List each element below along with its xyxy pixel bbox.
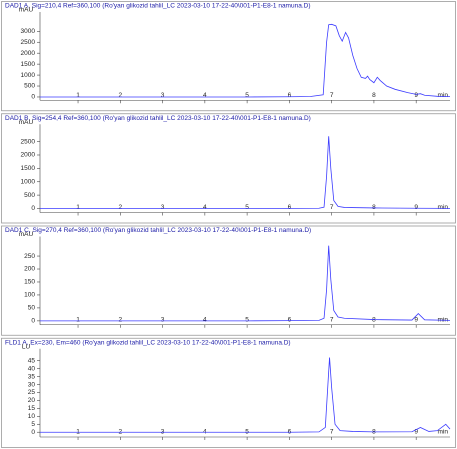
y-tick-label: 45: [28, 357, 36, 364]
y-axis-label: mAU: [19, 231, 34, 238]
x-tick-label: 7: [330, 92, 334, 99]
trace: [40, 23, 451, 98]
x-tick-label: 5: [245, 204, 249, 211]
x-tick-label: 7: [330, 316, 334, 323]
x-tick-label: 1: [76, 204, 80, 211]
y-tick-label: 0: [31, 429, 35, 436]
y-tick-label: 50: [28, 305, 36, 312]
y-tick-label: 2500: [21, 138, 36, 145]
x-tick-label: 9: [414, 204, 418, 211]
y-tick-label: 15: [28, 405, 36, 412]
panel-title: DAD1 B, Sig=254,4 Ref=360,100 (Ro'yan gl…: [5, 115, 311, 122]
trace: [40, 245, 451, 322]
y-tick-label: 500: [24, 83, 35, 90]
x-tick-label: 3: [161, 316, 165, 323]
x-tick-label: 4: [203, 316, 207, 323]
trace: [40, 136, 451, 209]
x-tick-label: 2: [118, 204, 122, 211]
y-tick-label: 100: [24, 292, 35, 299]
y-tick-label: 500: [24, 192, 35, 199]
y-tick-label: 20: [28, 397, 36, 404]
x-tick-label: 7: [330, 429, 334, 436]
y-tick-label: 30: [28, 381, 36, 388]
panel-title: FLD1 A, Ex=230, Em=460 (Ro'yan glikozid …: [5, 339, 291, 346]
x-tick-label: 6: [288, 204, 292, 211]
x-tick-label: 4: [203, 92, 207, 99]
x-tick-label: 3: [161, 204, 165, 211]
x-axis-label: min: [438, 204, 449, 211]
y-tick-label: 25: [28, 389, 36, 396]
y-tick-label: 40: [28, 365, 36, 372]
y-tick-label: 250: [24, 253, 35, 260]
x-tick-label: 5: [245, 92, 249, 99]
y-tick-label: 2000: [21, 50, 36, 57]
panel-frame: [1, 113, 456, 224]
panel-frame: [1, 1, 456, 112]
y-tick-label: 0: [31, 94, 35, 101]
x-tick-label: 2: [118, 316, 122, 323]
y-tick-label: 10: [28, 413, 36, 420]
panel-title: DAD1 C, Sig=270,4 Ref=360,100 (Ro'yan gl…: [5, 227, 311, 234]
trace: [40, 357, 451, 433]
x-tick-label: 9: [414, 429, 418, 436]
y-axis-label: mAU: [19, 119, 34, 126]
y-tick-label: 1000: [21, 178, 36, 185]
x-tick-label: 9: [414, 316, 418, 323]
y-tick-label: 0: [31, 318, 35, 325]
x-tick-label: 4: [203, 204, 207, 211]
y-axis-label: mAU: [19, 7, 34, 14]
x-tick-label: 2: [118, 92, 122, 99]
x-tick-label: 7: [330, 204, 334, 211]
y-axis-label: LU: [22, 343, 31, 350]
x-tick-label: 9: [414, 92, 418, 99]
panel-frame: [1, 337, 456, 448]
y-tick-label: 1500: [21, 61, 36, 68]
y-tick-label: 200: [24, 266, 35, 273]
panel-title: DAD1 A, Sig=210,4 Ref=360,100 (Ro'yan gl…: [5, 3, 310, 10]
x-tick-label: 5: [245, 316, 249, 323]
x-axis-label: min: [438, 429, 449, 436]
y-tick-label: 2500: [21, 39, 36, 46]
x-tick-label: 1: [76, 92, 80, 99]
x-tick-label: 6: [288, 316, 292, 323]
y-tick-label: 150: [24, 279, 35, 286]
y-tick-label: 35: [28, 373, 36, 380]
y-tick-label: 1000: [21, 72, 36, 79]
y-tick-label: 0: [31, 205, 35, 212]
x-tick-label: 6: [288, 92, 292, 99]
y-tick-label: 5: [31, 421, 35, 428]
panel-frame: [1, 225, 456, 336]
y-tick-label: 3000: [21, 28, 36, 35]
y-tick-label: 1500: [21, 165, 36, 172]
x-tick-label: 8: [372, 92, 376, 99]
x-tick-label: 1: [76, 316, 80, 323]
x-axis-label: min: [438, 92, 449, 99]
x-tick-label: 3: [161, 92, 165, 99]
y-tick-label: 2000: [21, 152, 36, 159]
